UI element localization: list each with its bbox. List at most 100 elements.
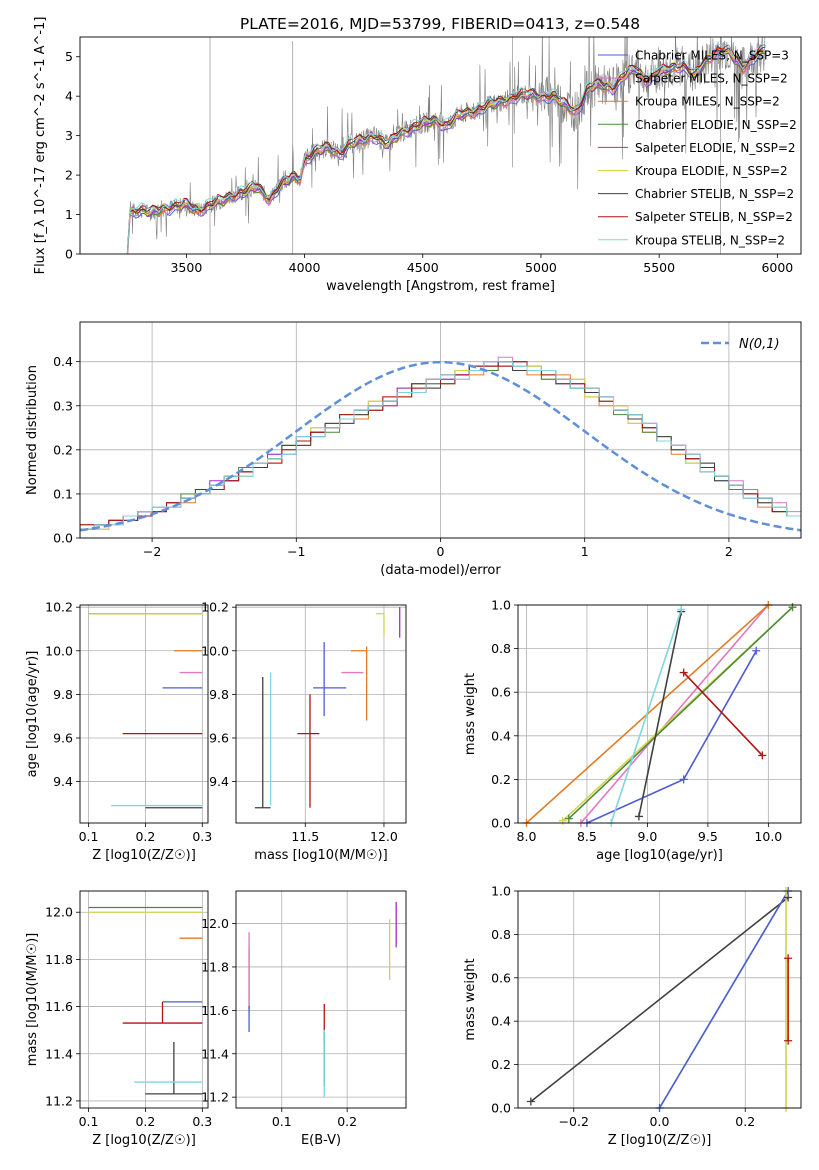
legend-normal-label: N(0,1) bbox=[739, 337, 780, 352]
x-tick-label: −2 bbox=[143, 544, 161, 559]
weight-marker-6 bbox=[677, 605, 686, 614]
axes-frame bbox=[79, 890, 209, 1109]
y-tick-label: 0.2 bbox=[53, 442, 73, 457]
x-tick-label: 0.1 bbox=[272, 1114, 292, 1129]
weight-line-2 bbox=[658, 891, 789, 1108]
legend-label-0: Chabrier MILES, N_SSP=3 bbox=[635, 49, 789, 63]
x-tick-label: 0.0 bbox=[650, 1114, 670, 1129]
panel-spectrum: 3500 4000 4500 5000 5500 6000 0 1 2 3 4 5 wavelength… bbox=[33, 17, 802, 294]
y-tick-label: 0.3 bbox=[53, 398, 73, 413]
y-tick-label: 0.4 bbox=[53, 354, 73, 369]
axes-frame bbox=[79, 321, 802, 539]
y-tick-label: 11.2 bbox=[201, 1090, 229, 1105]
weight-marker-0 bbox=[679, 775, 688, 784]
plot-area bbox=[248, 901, 397, 1098]
y-tick-label: 11.8 bbox=[201, 959, 229, 974]
weight-line-5 bbox=[638, 611, 683, 817]
y-tick-label: 11.2 bbox=[45, 1093, 73, 1108]
weight-line-0 bbox=[530, 896, 789, 1103]
legend-label-7: Salpeter STELIB, N_SSP=2 bbox=[635, 210, 793, 224]
y-tick-label: 11.4 bbox=[201, 1046, 229, 1061]
panels: 3500 4000 4500 5000 5500 6000 0 1 2 3 4 5 wavelength… bbox=[25, 17, 802, 1148]
weight-marker-4 bbox=[784, 954, 793, 963]
panel-residuals: −2 −1 0 1 2 0.0 0.1 0.2 0.3 0.4 (data-model)/error… bbox=[25, 321, 802, 578]
x-tick-label: 9.0 bbox=[637, 829, 657, 844]
x-tick-label: 5500 bbox=[643, 260, 675, 275]
x-axis-label: wavelength [Angstrom, rest frame] bbox=[326, 279, 555, 294]
y-tick-label: 1 bbox=[65, 207, 73, 222]
y-tick-label: 9.8 bbox=[209, 687, 229, 702]
legend-label-6: Chabrier STELIB, N_SSP=2 bbox=[635, 187, 794, 201]
y-tick-label: 9.6 bbox=[209, 730, 229, 745]
y-tick-label: 0.2 bbox=[491, 1057, 511, 1072]
x-tick-label: 8.0 bbox=[517, 829, 537, 844]
x-tick-label: 9.5 bbox=[698, 829, 718, 844]
y-tick-label: 0.1 bbox=[53, 486, 73, 501]
legend-label-5: Kroupa ELODIE, N_SSP=2 bbox=[635, 164, 788, 178]
legend-label-2: Kroupa MILES, N_SSP=2 bbox=[635, 95, 780, 109]
x-tick-label: 5000 bbox=[525, 260, 557, 275]
x-axis-label: mass [log10(M/M☉)] bbox=[254, 848, 387, 863]
panel-mass-vs-Z: 0.1 0.2 0.3 11.2 11.4 11.6 11.8 12.0 Z [log10(Z/… bbox=[25, 890, 212, 1148]
y-tick-label: 11.4 bbox=[45, 1046, 73, 1061]
x-tick-label: 0.2 bbox=[337, 1114, 357, 1129]
x-axis-label: (data-model)/error bbox=[380, 563, 501, 578]
x-tick-label: 4500 bbox=[407, 260, 439, 275]
x-axis-label: age [log10(age/yr)] bbox=[596, 848, 723, 863]
x-tick-label: 0.2 bbox=[135, 829, 155, 844]
panel-age-vs-mass: 11.5 12.0 9.4 9.6 9.8 10.0 10.2 mass [log10(M/M… bbox=[201, 600, 407, 863]
y-tick-label: 0.8 bbox=[491, 927, 511, 942]
panel-age-vs-Z: 0.1 0.2 0.3 9.4 9.6 9.8 10.0 10.2 Z [log10(Z/Z☉)… bbox=[25, 600, 212, 863]
y-tick-label: 1.0 bbox=[491, 598, 511, 613]
y-tick-label: 0 bbox=[65, 247, 73, 262]
x-tick-label: 0.3 bbox=[192, 829, 212, 844]
y-tick-label: 4 bbox=[65, 89, 73, 104]
y-tick-label: 0.0 bbox=[491, 1101, 511, 1116]
axes-frame bbox=[79, 604, 209, 824]
x-tick-label: 0.2 bbox=[735, 1114, 755, 1129]
x-tick-label: 4000 bbox=[289, 260, 321, 275]
x-tick-label: 11.5 bbox=[291, 829, 319, 844]
y-axis-label: mass weight bbox=[463, 673, 478, 755]
legend-label-1: Salpeter MILES, N_SSP=2 bbox=[635, 72, 788, 86]
y-tick-label: 12.0 bbox=[201, 916, 229, 931]
y-tick-label: 3 bbox=[65, 128, 73, 143]
axes-frame bbox=[517, 604, 802, 824]
model-line-6 bbox=[126, 46, 766, 253]
panel-mass-vs-EBV: 0.1 0.2 11.2 11.4 11.6 11.8 12.0 E(B-V) bbox=[201, 890, 407, 1148]
weight-marker-7 bbox=[758, 751, 767, 760]
y-tick-label: 10.0 bbox=[45, 643, 73, 658]
y-tick-label: 11.6 bbox=[201, 1003, 229, 1018]
x-tick-label: 0.1 bbox=[79, 829, 99, 844]
plot-area bbox=[126, 37, 766, 254]
y-tick-label: 10.2 bbox=[201, 600, 229, 615]
x-tick-label: −1 bbox=[287, 544, 305, 559]
x-tick-label: 2 bbox=[725, 544, 733, 559]
y-tick-label: 0.6 bbox=[491, 685, 511, 700]
weight-marker-7 bbox=[679, 668, 688, 677]
y-tick-label: 11.8 bbox=[45, 952, 73, 967]
y-tick-label: 11.6 bbox=[45, 999, 73, 1014]
legend-label-8: Kroupa STELIB, N_SSP=2 bbox=[635, 233, 785, 247]
y-axis-label: age [log10(age/yr)] bbox=[25, 651, 40, 778]
model-line-7 bbox=[126, 44, 766, 254]
y-tick-label: 9.8 bbox=[53, 687, 73, 702]
x-axis-label: Z [log10(Z/Z☉)] bbox=[92, 1133, 196, 1148]
weight-line-7 bbox=[683, 672, 763, 756]
weight-line-6 bbox=[610, 609, 683, 823]
model-line-8 bbox=[126, 43, 766, 254]
y-tick-label: 0.0 bbox=[491, 816, 511, 831]
plot-area bbox=[88, 906, 203, 1095]
plot-area bbox=[254, 607, 401, 809]
x-tick-label: 8.5 bbox=[577, 829, 597, 844]
panel-weight-vs-age: 8.0 8.5 9.0 9.5 10.0 0.0 0.2 0.4 0.6 0.8 1.0 age [l… bbox=[463, 598, 802, 863]
x-tick-label: 10.0 bbox=[754, 829, 782, 844]
axes-frame bbox=[79, 36, 802, 255]
plot-area bbox=[530, 891, 789, 1108]
weight-marker-0 bbox=[526, 1097, 535, 1106]
axes-frame bbox=[517, 890, 802, 1109]
weight-line-4 bbox=[568, 606, 794, 820]
weight-marker-5 bbox=[634, 812, 643, 821]
y-tick-label: 0.2 bbox=[491, 772, 511, 787]
y-tick-label: 2 bbox=[65, 168, 73, 183]
